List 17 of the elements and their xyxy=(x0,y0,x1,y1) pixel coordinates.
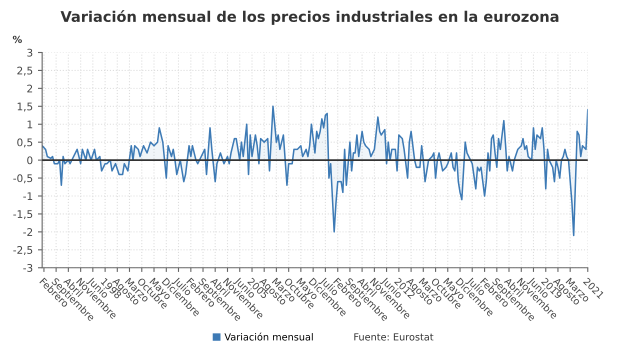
y-tick-label: 2 xyxy=(27,84,32,92)
y-tick-label: -1,5 xyxy=(13,210,32,220)
y-tick-label: 2,5 xyxy=(17,66,32,76)
y-tick-label: -2 xyxy=(23,228,32,236)
y-tick-label: 3 xyxy=(27,48,32,57)
y-tick-label: 0,5 xyxy=(17,138,32,148)
y-tick-label: -0,5 xyxy=(13,174,32,184)
y-tick-label: -2,5 xyxy=(13,246,32,255)
y-tick-label: -3 xyxy=(23,264,32,272)
source-note: Fuente: Eurostat xyxy=(354,333,434,341)
y-tick-label: 0 xyxy=(27,156,32,164)
legend-label: Variación mensual xyxy=(224,332,313,341)
y-tick-label: 1 xyxy=(28,120,32,128)
y-tick-label: 1,5 xyxy=(18,102,32,112)
y-axis-title: % xyxy=(12,36,22,44)
chart-title: Variación mensual de los precios industriales en la eurozona xyxy=(60,10,558,25)
y-tick-label: -1 xyxy=(23,192,32,200)
